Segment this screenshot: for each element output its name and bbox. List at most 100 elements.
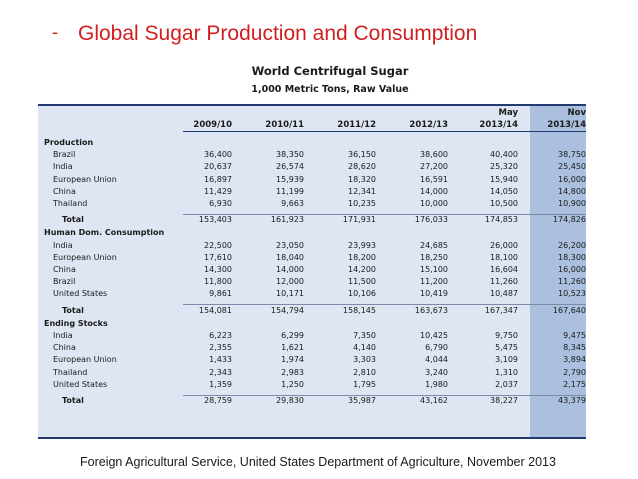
value-cell: 17,610 [204, 252, 232, 262]
value-cell: 22,500 [204, 240, 232, 250]
value-cell: 23,993 [348, 240, 376, 250]
nov-column-highlight [530, 104, 586, 438]
value-cell: 16,604 [490, 265, 518, 274]
total-row-label: Total [62, 305, 84, 315]
table-row-label: United States [53, 379, 108, 389]
section-heading: Human Dom. Consumption [38, 228, 586, 240]
value-cell: 154,081 [198, 305, 232, 315]
source-footer: Foreign Agricultural Service, United Sta… [80, 455, 556, 469]
header-cell: 2012/13 [409, 120, 448, 130]
value-cell: 2,790 [563, 367, 586, 377]
header-cell: 2013/14 [479, 120, 518, 130]
table-row-label: India [53, 331, 73, 340]
table-top-border [38, 104, 586, 106]
value-cell: 35,987 [348, 396, 376, 405]
value-cell: 9,663 [281, 199, 304, 208]
table-row: India 6,223 6,299 7,350 10,425 9,750 9,475 [38, 331, 586, 343]
value-cell: 1,974 [281, 355, 304, 365]
value-cell: 23,050 [276, 240, 304, 250]
sugar-data-table: May Nov 2009/10 2010/11 2011/12 2012/13 … [38, 104, 586, 439]
table-row-label: Brazil [53, 277, 76, 287]
value-cell: 174,826 [552, 215, 586, 225]
table-row-label: Thailand [53, 199, 88, 208]
value-cell: 43,379 [558, 396, 586, 405]
value-cell: 11,429 [204, 186, 232, 196]
total-row: Total 28,759 29,830 35,987 43,162 38,227 43,37… [38, 396, 586, 408]
value-cell: 153,403 [198, 215, 232, 225]
value-cell: 3,109 [495, 355, 518, 365]
table-row-label: China [53, 265, 76, 274]
value-cell: 7,350 [353, 331, 376, 340]
value-cell: 154,794 [270, 305, 304, 315]
table-row: China 14,300 14,000 14,200 15,100 16,604 16,00… [38, 265, 586, 277]
title-bullet: - [52, 22, 58, 42]
table-title: World Centrifugal Sugar [251, 64, 409, 78]
slide-title-text: Global Sugar Production and Consumption [78, 22, 478, 45]
value-cell: 2,355 [209, 343, 232, 353]
value-cell: 43,162 [420, 396, 448, 405]
table-row-label: China [53, 186, 76, 196]
value-cell: 14,200 [348, 265, 376, 274]
value-cell: 3,240 [425, 367, 448, 377]
table-row-label: India [53, 162, 73, 172]
value-cell: 2,983 [281, 367, 304, 377]
table-row-label: European Union [53, 355, 117, 365]
table-row-label: Thailand [53, 367, 88, 377]
total-row-label: Total [62, 215, 84, 225]
value-cell: 16,000 [558, 265, 586, 274]
table-row-label: European Union [53, 252, 117, 262]
value-cell: 2,175 [563, 379, 586, 389]
value-cell: 10,500 [490, 199, 518, 208]
value-cell: 14,000 [420, 186, 448, 196]
value-cell: 11,260 [490, 277, 518, 287]
value-cell: 6,223 [209, 331, 232, 340]
value-cell: 40,400 [490, 150, 518, 160]
table-row: India 20,637 26,574 28,620 27,200 25,320 25,45… [38, 162, 586, 174]
value-cell: 163,673 [414, 305, 448, 315]
header-cell: 2013/14 [547, 120, 586, 130]
value-cell: 10,171 [276, 289, 304, 299]
slide-title: - Global Sugar Production and Consumption [52, 22, 612, 46]
value-cell: 11,200 [420, 277, 448, 287]
value-cell: 11,500 [348, 277, 376, 287]
row-divider [183, 213, 586, 215]
header-rule [183, 131, 586, 132]
table-row-label: United States [53, 289, 108, 299]
value-cell: 171,931 [342, 215, 376, 225]
value-cell: 6,299 [281, 331, 304, 340]
value-cell: 14,050 [490, 186, 518, 196]
row-divider [183, 394, 586, 396]
total-row-label: Total [62, 396, 84, 405]
section-heading-label: Human Dom. Consumption [44, 228, 165, 238]
table-row: United States 9,861 10,171 10,106 10,419 10,4… [38, 289, 586, 301]
value-cell: 18,250 [420, 252, 448, 262]
value-cell: 5,475 [495, 343, 518, 353]
value-cell: 27,200 [420, 162, 448, 172]
value-cell: 14,800 [558, 186, 586, 196]
table-row: Thailand 2,343 2,983 2,810 3,240 1,310 2,790 [38, 368, 586, 380]
value-cell: 18,320 [348, 174, 376, 184]
value-cell: 26,574 [276, 162, 304, 172]
value-cell: 25,320 [490, 162, 518, 172]
value-cell: 4,044 [425, 355, 448, 365]
value-cell: 9,475 [563, 331, 586, 340]
value-cell: 18,200 [348, 252, 376, 262]
table-row-label: Brazil [53, 150, 76, 160]
value-cell: 2,343 [209, 367, 232, 377]
value-cell: 167,640 [552, 305, 586, 315]
value-cell: 158,145 [342, 305, 376, 315]
value-cell: 26,000 [490, 240, 518, 250]
value-cell: 15,100 [420, 265, 448, 274]
value-cell: 9,861 [209, 289, 232, 299]
value-cell: 2,810 [353, 367, 376, 377]
value-cell: 10,000 [420, 199, 448, 208]
value-cell: 26,200 [558, 240, 586, 250]
value-cell: 3,894 [563, 355, 586, 365]
section-heading-label: Ending Stocks [44, 318, 108, 328]
value-cell: 10,235 [348, 199, 376, 208]
section-heading: Ending Stocks [38, 319, 586, 331]
value-cell: 12,000 [276, 277, 304, 287]
value-cell: 6,790 [425, 343, 448, 353]
header-top-cell: May [498, 108, 518, 118]
value-cell: 167,347 [484, 305, 518, 315]
